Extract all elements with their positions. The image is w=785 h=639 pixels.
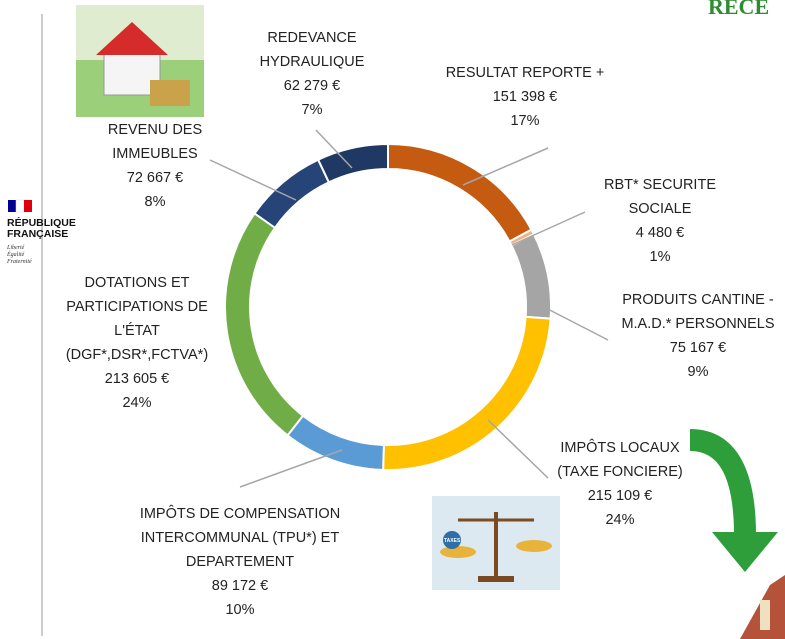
percent-label: 17% [425,109,625,133]
donut-slice [318,144,388,182]
value-label: 151 398 € [425,85,625,109]
category-label: IMPÔTS LOCAUX (TAXE FONCIERE) [540,436,700,484]
donut-slice [511,234,551,318]
donut-slice [383,317,550,470]
slide: RECE RÉPUBLIQUE FRANÇAISE Liberté Égalit… [0,0,785,639]
flag [8,200,32,212]
percent-label: 24% [540,508,700,532]
category-label: DOTATIONS ET PARTICIPATIONS DE L'ÉTAT (D… [47,271,227,367]
leader-line [463,148,548,185]
logo-name: RÉPUBLIQUE FRANÇAISE [7,218,76,240]
building [740,575,785,639]
leader-line [488,420,548,478]
value-label: 213 605 € [47,367,227,391]
category-label: RBT* SECURITE SOCIALE [580,173,740,221]
percent-label: 1% [580,245,740,269]
value-label: 215 109 € [540,484,700,508]
donut-slice [388,144,531,241]
donut-slice [288,416,384,470]
category-label: REDEVANCE HYDRAULIQUE [237,26,387,74]
slice-label: DOTATIONS ET PARTICIPATIONS DE L'ÉTAT (D… [47,271,227,415]
slice-label: IMPÔTS LOCAUX (TAXE FONCIERE)215 109 €24… [540,436,700,532]
logo-motto: Liberté Égalité Fraternité [7,245,32,266]
value-label: 89 172 € [115,574,365,598]
leader-line [240,450,342,487]
value-label: 62 279 € [237,74,387,98]
donut-slice [255,160,329,228]
percent-label: 7% [237,98,387,122]
value-label: 72 667 € [80,166,230,190]
percent-label: 9% [608,360,785,384]
percent-label: 8% [80,190,230,214]
category-label: IMPÔTS DE COMPENSATION INTERCOMMUNAL (TP… [115,502,365,574]
title: RECE [708,0,769,20]
value-label: 4 480 € [580,221,740,245]
slice-label: RESULTAT REPORTE +151 398 €17% [425,61,625,133]
value-label: 75 167 € [608,336,785,360]
arrow [690,440,778,572]
category-label: REVENU DES IMMEUBLES [80,118,230,166]
percent-label: 24% [47,391,227,415]
category-label: PRODUITS CANTINE - M.A.D.* PERSONNELS [608,288,785,336]
house-photo [76,5,204,117]
donut-slice [225,213,303,435]
icon-text: TAXES [444,538,460,544]
category-label: RESULTAT REPORTE + [425,61,625,85]
slice-label: IMPÔTS DE COMPENSATION INTERCOMMUNAL (TP… [115,502,365,622]
percent-label: 10% [115,598,365,622]
